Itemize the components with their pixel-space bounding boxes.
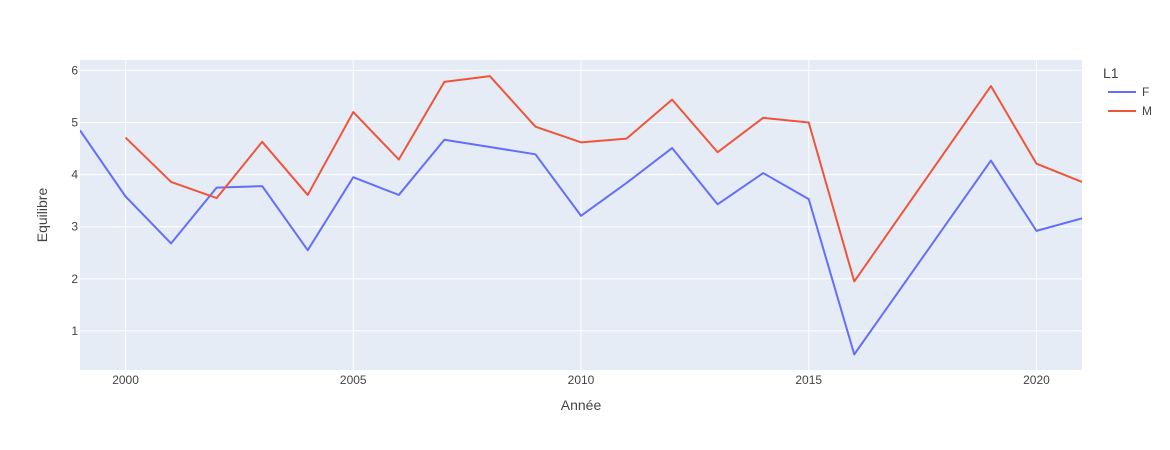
x-tick-label: 2010: [568, 373, 595, 387]
y-gridlines: [80, 69, 1082, 332]
y-tick-label: 3: [71, 220, 78, 234]
legend: L1 FM: [1103, 65, 1152, 118]
y-axis-title: Equilibre: [34, 188, 50, 243]
x-tick-label: 2005: [340, 373, 367, 387]
legend-title: L1: [1103, 65, 1119, 81]
x-tick-labels: 2000 2005 2010 2015 2020: [112, 373, 1050, 387]
x-tick-label: 2000: [112, 373, 139, 387]
y-tick-label: 4: [71, 168, 78, 182]
legend-label-M: M: [1142, 104, 1152, 118]
x-tick-label: 2015: [795, 373, 822, 387]
y-tick-label: 5: [71, 116, 78, 130]
series-line-F: [80, 129, 1082, 356]
y-tick-labels: 1 2 3 4 5 6: [71, 63, 78, 338]
y-tick-label: 2: [71, 272, 78, 286]
x-axis-title: Année: [561, 397, 602, 413]
series-layer: [80, 75, 1082, 356]
x-tick-label: 2020: [1023, 373, 1050, 387]
series-line-M: [124, 75, 1082, 283]
legend-label-F: F: [1142, 85, 1149, 99]
y-tick-label: 1: [71, 324, 78, 338]
y-tick-label: 6: [71, 63, 78, 77]
